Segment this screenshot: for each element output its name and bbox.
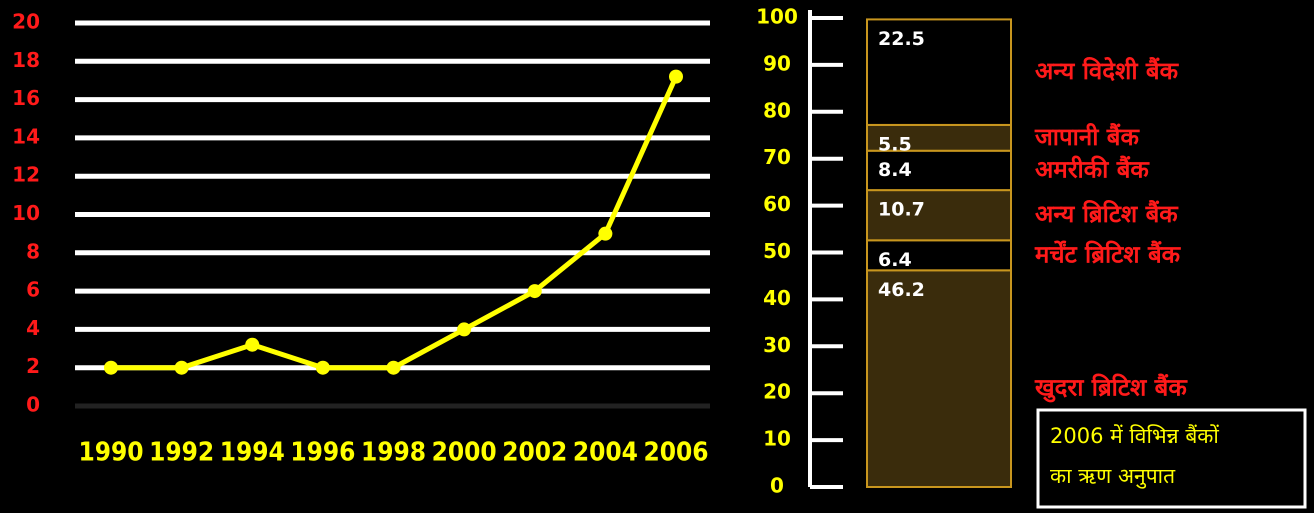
segment-label: 5.5: [878, 133, 912, 155]
y-tick-label: 50: [763, 239, 791, 263]
y-tick-label: 100: [756, 5, 798, 29]
data-line: [111, 75, 679, 371]
y-tick-label: 18: [12, 48, 40, 72]
y-tick-label: 20: [763, 380, 791, 404]
y-tick-label: 6: [26, 278, 40, 302]
data-point: [315, 360, 330, 375]
segment-label: 22.5: [878, 28, 925, 50]
y-tick-label: 10: [12, 201, 40, 225]
bar-segment: [866, 18, 1012, 126]
data-point: [457, 322, 472, 337]
bar-segment: [866, 123, 1012, 152]
bar-segment: [866, 149, 1012, 192]
data-point: [669, 69, 683, 84]
y-tick-label: 2: [26, 354, 40, 378]
x-tick-label: 1994: [220, 438, 285, 468]
y-tick-label: 12: [12, 163, 40, 187]
y-tick-label: 0: [26, 393, 40, 417]
y-tick-label: 0: [770, 474, 784, 498]
segment-label: 6.4: [878, 249, 912, 271]
segment-name: अन्य विदेशी बैंक: [1035, 57, 1180, 85]
y-tick-label: 14: [12, 124, 40, 148]
y-tick-label: 60: [763, 192, 791, 216]
x-tick-label: 1992: [149, 438, 214, 468]
note-line: 2006 में विभिन्न बैंकों: [1050, 424, 1219, 448]
x-tick-label: 2004: [573, 438, 638, 468]
y-tick-label: 30: [763, 333, 791, 357]
y-tick-label: 10: [763, 427, 791, 451]
x-tick-label: 2002: [502, 438, 567, 468]
bar-segment: [866, 269, 1012, 488]
data-point: [598, 226, 613, 241]
y-tick-label: 70: [763, 145, 791, 169]
data-point: [174, 360, 189, 375]
segment-label: 46.2: [878, 279, 925, 301]
x-tick-label: 1996: [290, 438, 355, 468]
segment-label: 10.7: [878, 199, 925, 221]
note-line: का ऋण अनुपात: [1050, 464, 1176, 489]
y-tick-label: 80: [763, 98, 791, 122]
x-tick-label: 1998: [361, 438, 426, 468]
y-tick-label: 90: [763, 51, 791, 75]
segment-name: खुदरा ब्रिटिश बैंक: [1034, 374, 1188, 403]
data-point: [245, 337, 260, 352]
y-tick-label: 16: [12, 86, 40, 110]
y-tick-label: 8: [26, 239, 40, 263]
y-tick-label: 20: [12, 10, 40, 34]
segment-label: 8.4: [878, 159, 912, 181]
data-point: [104, 360, 118, 375]
x-tick-label: 1990: [78, 438, 143, 468]
data-point: [527, 284, 542, 299]
segment-name: अन्य ब्रिटिश बैंक: [1035, 200, 1179, 228]
note-box: [1036, 408, 1307, 509]
bar-segment: [866, 239, 1012, 272]
x-tick-label: 2006: [643, 438, 708, 468]
segment-name: अमरीकी बैंक: [1035, 155, 1150, 183]
y-tick-label: 4: [26, 316, 40, 340]
bar-segment: [866, 189, 1012, 242]
segment-name: मर्चेंट ब्रिटिश बैंक: [1034, 240, 1182, 268]
x-tick-label: 2000: [432, 438, 497, 468]
segment-name: जापानी बैंक: [1034, 123, 1140, 151]
y-tick-label: 40: [763, 286, 791, 310]
data-point: [386, 360, 401, 375]
